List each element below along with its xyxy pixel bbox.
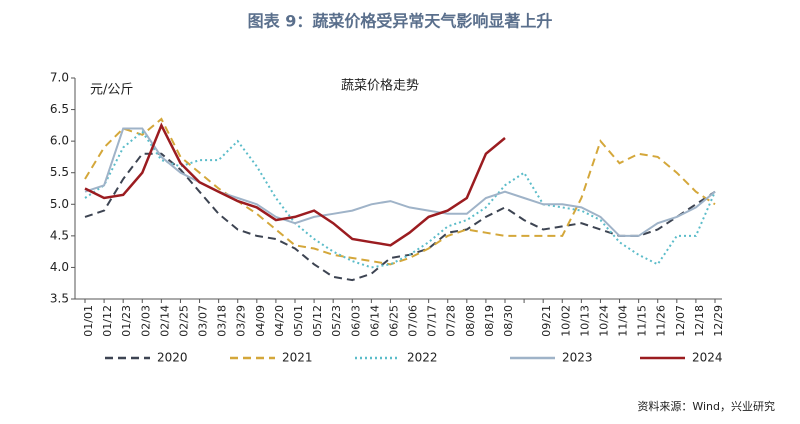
x-tick-label: 03/18 <box>216 305 229 337</box>
x-tick-label: 02/25 <box>177 305 190 337</box>
x-tick-label: 05/01 <box>292 305 305 337</box>
x-tick-label: 11/26 <box>655 305 668 337</box>
y-tick-label: 4.5 <box>50 228 69 242</box>
y-tick-label: 6.5 <box>50 102 69 116</box>
series-line <box>84 152 716 282</box>
y-tick-label: 6.0 <box>50 134 69 148</box>
x-tick-label: 01/12 <box>101 305 114 337</box>
chart-subtitle: 蔬菜价格走势 <box>341 78 419 94</box>
x-tick-label: 11/15 <box>636 305 649 337</box>
x-tick-label: 12/07 <box>674 305 687 337</box>
x-tick-label: 05/12 <box>311 305 324 337</box>
x-tick-label: 10/13 <box>578 305 591 337</box>
legend-label: 2022 <box>407 351 438 365</box>
x-tick-label: 01/23 <box>120 305 133 337</box>
x-tick-label: 07/28 <box>445 305 458 337</box>
x-tick-label: 12/18 <box>693 305 706 337</box>
series-line <box>84 130 716 269</box>
x-tick-label: 05/23 <box>330 305 343 337</box>
x-tick-label: 10/24 <box>597 305 610 337</box>
x-tick-label: 09/21 <box>540 305 553 337</box>
x-tick-label: 04/20 <box>273 305 286 337</box>
y-axis-label: 元/公斤 <box>90 83 133 98</box>
x-tick-label: 06/14 <box>368 305 381 337</box>
y-tick-label: 3.5 <box>50 292 69 306</box>
x-tick-label: 04/09 <box>254 305 267 337</box>
y-tick-label: 5.0 <box>50 197 69 211</box>
x-tick-label: 06/03 <box>349 305 362 337</box>
x-tick-label: 08/08 <box>464 305 477 337</box>
x-tick-label: 07/06 <box>407 305 420 337</box>
x-tick-label: 01/01 <box>82 305 95 337</box>
legend-label: 2024 <box>692 351 723 365</box>
x-tick-label: 02/14 <box>158 305 171 337</box>
series-line <box>84 122 506 247</box>
y-tick-label: 7.0 <box>50 71 69 85</box>
x-tick-label: 08/19 <box>483 305 496 337</box>
chart-title: 图表 9：蔬菜价格受异常天气影响显著上升 <box>248 12 553 31</box>
y-tick-label: 5.5 <box>50 165 69 179</box>
x-tick-label: 11/04 <box>617 305 630 337</box>
x-tick-label: 07/17 <box>426 305 439 337</box>
source: 资料来源：Wind，兴业研究 <box>637 399 775 413</box>
x-tick-label: 10/02 <box>559 305 572 337</box>
x-tick-label: 02/03 <box>139 305 152 337</box>
legend-label: 2023 <box>562 351 593 365</box>
y-tick-label: 4.0 <box>50 260 69 274</box>
x-tick-label: 06/25 <box>387 305 400 337</box>
series-line <box>84 127 716 237</box>
legend-label: 2020 <box>157 351 188 365</box>
x-tick-label: 12/29 <box>712 305 725 337</box>
legend-label: 2021 <box>282 351 313 365</box>
x-tick-label: 03/07 <box>197 305 210 337</box>
x-tick-label: 08/30 <box>502 305 515 337</box>
x-tick-label: 03/29 <box>235 305 248 337</box>
series-line <box>84 117 716 266</box>
